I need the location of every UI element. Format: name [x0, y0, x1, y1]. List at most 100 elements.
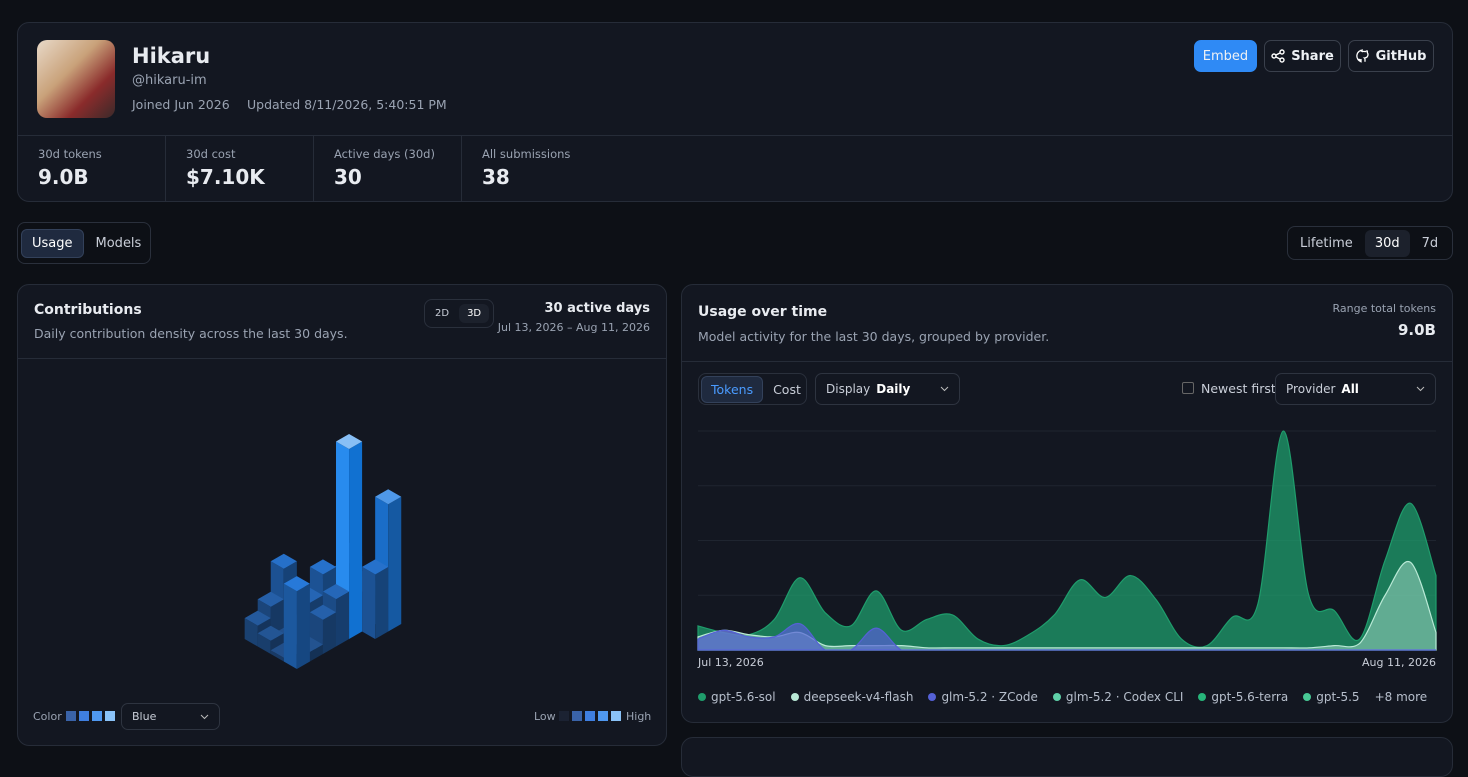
bar-left-face [362, 566, 376, 639]
share-button[interactable]: Share [1264, 40, 1341, 72]
toggle[interactable]: 3D [459, 304, 490, 323]
active-days: 30 active days [544, 301, 650, 316]
contribution-bar [283, 576, 310, 669]
legend-label: glm-5.2 · ZCode [941, 690, 1038, 704]
scale-swatches [559, 711, 621, 721]
legend-item: glm-5.2 · ZCode [928, 690, 1038, 704]
usage-chart: Jul 13, 2026 Aug 11, 2026 [697, 430, 1437, 669]
legend: gpt-5.6-sol deepseek-v4-flash glm-5.2 · ZC… [698, 690, 1427, 704]
high-label: High [626, 710, 652, 723]
bar-right-face [375, 566, 389, 639]
embed-button[interactable]: Embed [1194, 40, 1257, 72]
profile-name: Hikaru [132, 44, 211, 68]
tab[interactable]: Models [95, 235, 142, 251]
select-value: Daily [876, 382, 911, 396]
share-icon [1271, 49, 1285, 63]
divider [18, 358, 666, 359]
color-select[interactable]: Blue [121, 703, 220, 730]
card-subtitle: Daily contribution density across the la… [34, 326, 348, 341]
dimension-toggle: 2D 3D [424, 299, 494, 328]
color-swatches [66, 711, 115, 721]
contribution-bar [362, 559, 389, 639]
bar-right-face [296, 583, 310, 669]
low-label: Low [534, 710, 556, 723]
page: Hikaru @hikaru-im Joined Jun 2026 Update… [17, 22, 1453, 777]
bar-top [309, 559, 336, 575]
checkbox[interactable] [1182, 382, 1194, 394]
updated: Updated 8/11/2026, 5:40:51 PM [247, 97, 447, 112]
range-tab[interactable]: 7d [1421, 235, 1439, 251]
github-button[interactable]: GitHub [1348, 40, 1434, 72]
display-select[interactable]: Display Daily [815, 373, 960, 405]
tab[interactable]: Tokens [701, 375, 764, 403]
card-title: Contributions [34, 302, 142, 318]
bar-right-face [388, 496, 402, 632]
chevron [200, 714, 209, 719]
legend-swatch [1198, 693, 1207, 701]
provider-select[interactable]: Provider All [1275, 373, 1436, 405]
contribution-chart [244, 434, 402, 669]
legend-swatch [790, 693, 799, 701]
bar-top [309, 604, 336, 620]
bar-left-face [257, 633, 271, 654]
bar-top [283, 576, 310, 592]
profile-handle: @hikaru-im [132, 73, 207, 88]
legend-label: gpt-5.5 [1316, 690, 1360, 704]
card-title: Usage over time [698, 304, 828, 320]
stat-value: 9.0B [38, 165, 89, 189]
metric-tabs: Tokens Cost [698, 373, 807, 405]
stat-value: $7.10K [186, 165, 265, 189]
legend-label: glm-5.2 · Codex CLI [1065, 690, 1184, 704]
bar-top [244, 610, 271, 626]
bar-top [270, 553, 297, 569]
area-series [697, 430, 1437, 651]
chevron [940, 386, 949, 392]
bar-right-face [309, 644, 323, 662]
bar-top [362, 559, 389, 575]
x-tick-label: Jul 13, 2026 [697, 656, 764, 669]
stat-label: Active days (30d) [334, 147, 435, 161]
stat-label: 30d cost [186, 147, 236, 161]
contribution-bar [336, 434, 363, 639]
bar-top [336, 434, 363, 449]
chevron [1416, 386, 1425, 392]
bar-right-face [322, 612, 336, 654]
legend-more: +8 more [1374, 690, 1428, 704]
card-subtitle: Model activity for the last 30 days, gro… [698, 329, 1050, 344]
legend-swatch [928, 693, 937, 701]
button-label: Share [1291, 48, 1334, 64]
total-label: Range total tokens [1332, 302, 1436, 315]
next-card [681, 737, 1453, 777]
select-label: Display [826, 382, 871, 396]
tab[interactable]: Usage [21, 228, 84, 258]
bar-right-face [336, 591, 350, 647]
range-tabs: Lifetime 30d 7d [1287, 226, 1453, 260]
bar-top [375, 489, 402, 505]
legend-item: gpt-5.6-sol [698, 690, 776, 704]
github-icon [1355, 49, 1369, 63]
legend-label: deepseek-v4-flash [803, 690, 914, 704]
area-series [697, 622, 1436, 651]
stat-divider [313, 136, 314, 201]
x-tick-label: Aug 11, 2026 [1362, 656, 1436, 669]
select-label: Provider [1286, 382, 1336, 396]
select-value: Blue [132, 710, 157, 723]
range-tab[interactable]: Lifetime [1300, 235, 1353, 251]
button-label: GitHub [1375, 48, 1427, 64]
legend-swatch [1052, 693, 1061, 701]
button-label: Embed [1202, 48, 1249, 64]
divider [18, 135, 1452, 136]
legend-item: glm-5.2 · Codex CLI [1052, 690, 1184, 704]
toggle[interactable]: 2D [435, 308, 450, 319]
legend-label: gpt-5.6-terra [1211, 690, 1289, 704]
legend-swatch [1303, 693, 1312, 701]
color-label: Color [33, 710, 62, 723]
legend-label: gpt-5.6-sol [711, 690, 776, 704]
bar-left-face [283, 583, 297, 669]
tab[interactable]: Cost [773, 381, 801, 397]
avatar [37, 40, 115, 118]
joined: Joined Jun 2026 [132, 97, 230, 112]
range-tab[interactable]: 30d [1364, 229, 1410, 257]
bar-top [322, 584, 350, 599]
legend-item: gpt-5.6-terra [1198, 690, 1288, 704]
